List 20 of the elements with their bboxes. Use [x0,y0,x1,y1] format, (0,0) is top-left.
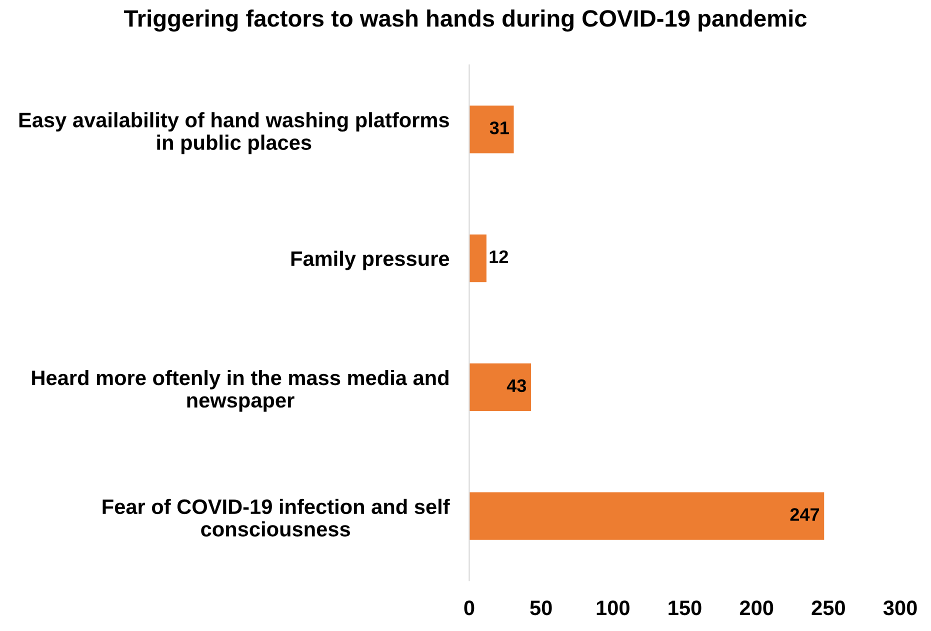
chart-title: Triggering factors to wash hands during COVID-19 pandemic [124,9,807,32]
x-tick-label: 300 [883,600,917,616]
x-tick-label: 100 [596,600,630,616]
x-tick-label: 50 [530,600,552,616]
data-label: 247 [790,508,820,521]
x-tick-label: 0 [464,600,474,616]
bar [469,363,532,412]
y-tick-label: Family pressure [291,250,450,270]
x-tick-label: 150 [668,600,702,616]
data-label: 12 [490,250,508,263]
x-tick-label: 250 [812,600,845,616]
data-label: 43 [506,379,526,392]
bar [469,234,486,282]
bar [469,106,514,154]
y-tick-label: Easy availability of hand washing platforms in public places [19,112,449,154]
y-tick-label: Heard more oftenly in the mass media and newspaper [32,370,448,412]
y-tick-label: Fear of COVID-19 infection and self consciousness [102,498,450,537]
bar [469,492,824,540]
data-label: 31 [490,121,509,134]
x-tick-label: 200 [740,600,774,616]
